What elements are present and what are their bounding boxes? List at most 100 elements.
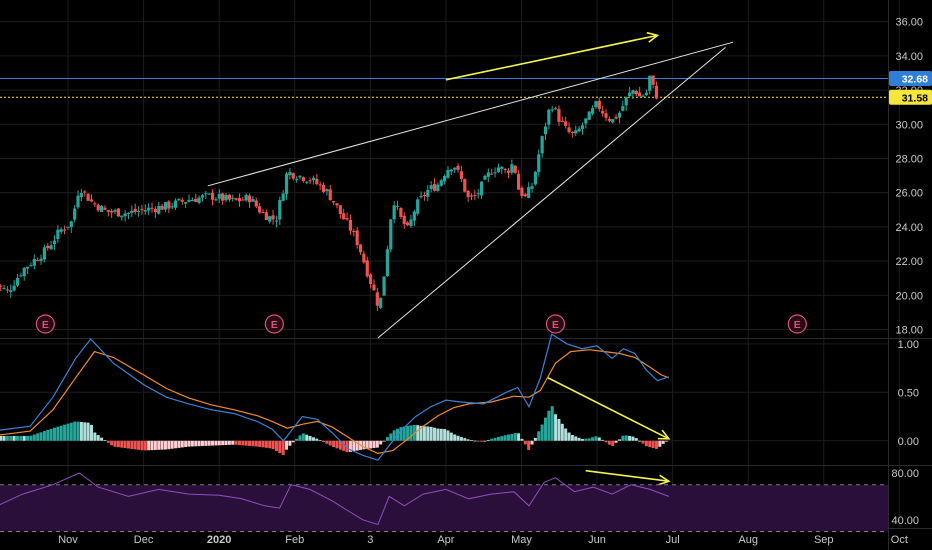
- candle[interactable]: [190, 197, 194, 202]
- candle[interactable]: [210, 189, 215, 206]
- candle[interactable]: [617, 111, 622, 124]
- candle[interactable]: [496, 163, 501, 173]
- candle[interactable]: [459, 165, 464, 183]
- candle[interactable]: [543, 122, 548, 141]
- candle[interactable]: [123, 210, 127, 222]
- candle[interactable]: [9, 284, 13, 298]
- candle[interactable]: [295, 176, 299, 183]
- candle[interactable]: [237, 193, 242, 207]
- candle[interactable]: [133, 203, 137, 215]
- candle[interactable]: [241, 196, 245, 201]
- candle[interactable]: [574, 125, 578, 136]
- candle[interactable]: [375, 287, 379, 311]
- candle[interactable]: [22, 266, 26, 281]
- candle[interactable]: [389, 218, 393, 253]
- candle[interactable]: [160, 203, 164, 210]
- candle[interactable]: [527, 182, 531, 199]
- candle[interactable]: [224, 193, 228, 203]
- candle[interactable]: [254, 197, 258, 209]
- candle[interactable]: [352, 228, 356, 237]
- candle[interactable]: [570, 131, 575, 138]
- candle[interactable]: [328, 184, 332, 201]
- candle[interactable]: [305, 181, 309, 185]
- candle[interactable]: [99, 204, 104, 212]
- candle[interactable]: [126, 212, 131, 220]
- candle[interactable]: [325, 188, 329, 196]
- candle[interactable]: [540, 135, 544, 158]
- candle[interactable]: [298, 175, 302, 180]
- macd-signal-line[interactable]: [0, 349, 670, 455]
- candle[interactable]: [278, 196, 282, 225]
- candle[interactable]: [173, 198, 178, 211]
- candle[interactable]: [439, 178, 443, 187]
- candle[interactable]: [520, 185, 524, 199]
- candle[interactable]: [644, 89, 648, 97]
- candle[interactable]: [194, 193, 198, 203]
- candle[interactable]: [365, 256, 369, 278]
- candle[interactable]: [153, 206, 157, 219]
- candle[interactable]: [204, 191, 208, 200]
- candle[interactable]: [217, 189, 221, 203]
- candle[interactable]: [96, 203, 100, 213]
- candle[interactable]: [59, 227, 63, 234]
- candle[interactable]: [36, 257, 40, 262]
- candle[interactable]: [348, 214, 353, 235]
- candle[interactable]: [345, 212, 349, 221]
- candle[interactable]: [140, 205, 144, 215]
- candle[interactable]: [638, 86, 642, 97]
- candle[interactable]: [402, 212, 406, 229]
- candle[interactable]: [641, 94, 645, 98]
- candle[interactable]: [627, 87, 632, 99]
- candle[interactable]: [419, 191, 423, 199]
- candle[interactable]: [113, 208, 117, 214]
- candle[interactable]: [486, 168, 490, 183]
- candle[interactable]: [29, 262, 33, 267]
- candle[interactable]: [86, 193, 90, 201]
- candle[interactable]: [207, 193, 211, 195]
- candle[interactable]: [601, 106, 605, 117]
- candle[interactable]: [79, 188, 83, 202]
- rsi-line[interactable]: [0, 472, 669, 526]
- candle[interactable]: [187, 194, 191, 203]
- candle[interactable]: [409, 214, 413, 229]
- candle[interactable]: [456, 163, 460, 173]
- candle[interactable]: [271, 209, 275, 225]
- candle[interactable]: [604, 109, 608, 122]
- candle[interactable]: [157, 201, 161, 215]
- candle[interactable]: [493, 167, 497, 178]
- candle[interactable]: [624, 96, 628, 111]
- candle[interactable]: [466, 189, 470, 202]
- candle[interactable]: [432, 178, 437, 192]
- candle[interactable]: [412, 209, 416, 227]
- earnings-badge[interactable]: E: [787, 314, 807, 334]
- earnings-badge[interactable]: E: [35, 314, 55, 334]
- candle[interactable]: [597, 97, 601, 112]
- candle[interactable]: [553, 106, 558, 110]
- candle[interactable]: [301, 176, 305, 183]
- candle[interactable]: [369, 273, 373, 289]
- candle[interactable]: [590, 105, 595, 116]
- candle[interactable]: [634, 89, 638, 97]
- candle[interactable]: [247, 193, 252, 209]
- candle[interactable]: [382, 276, 386, 296]
- macd-line[interactable]: [0, 333, 669, 461]
- candle[interactable]: [372, 279, 376, 291]
- candle[interactable]: [453, 167, 457, 174]
- candle[interactable]: [130, 205, 134, 217]
- candle[interactable]: [530, 182, 534, 193]
- candle[interactable]: [463, 178, 467, 193]
- candle[interactable]: [580, 122, 585, 135]
- candle[interactable]: [184, 201, 188, 209]
- candle[interactable]: [73, 204, 77, 223]
- candle[interactable]: [163, 201, 168, 213]
- rsi-divergence-arrow[interactable]: [585, 469, 671, 486]
- candle[interactable]: [443, 174, 447, 185]
- candle[interactable]: [0, 284, 3, 292]
- price-higher-highs-arrow[interactable]: [445, 31, 660, 81]
- candle[interactable]: [321, 182, 326, 194]
- candle[interactable]: [557, 105, 561, 127]
- candle[interactable]: [39, 254, 43, 265]
- candle[interactable]: [476, 188, 480, 199]
- candle[interactable]: [469, 193, 474, 201]
- candle[interactable]: [406, 221, 410, 227]
